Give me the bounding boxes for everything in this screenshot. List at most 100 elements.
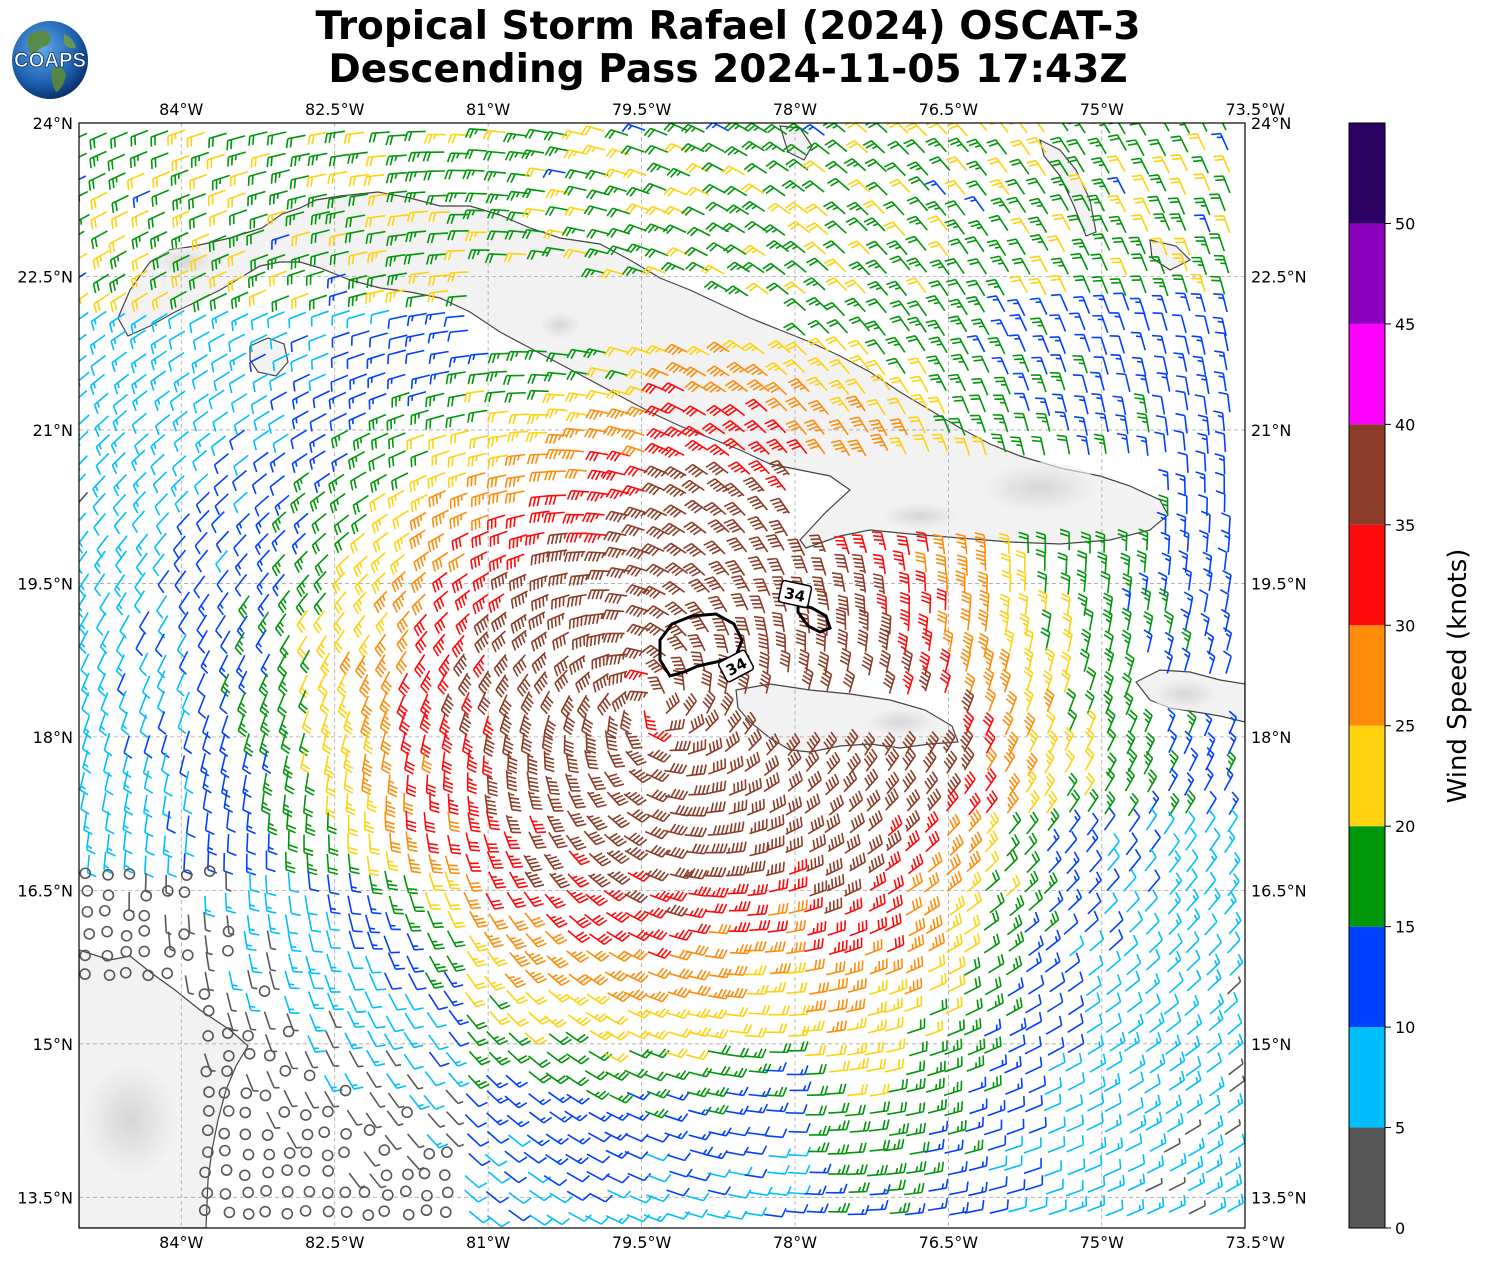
barb-shaft bbox=[953, 200, 966, 216]
wind-barb bbox=[564, 206, 588, 217]
barb-half-flag bbox=[1058, 183, 1065, 186]
barb-half-flag bbox=[832, 206, 839, 211]
barb-flag bbox=[388, 458, 391, 468]
barb-flag bbox=[845, 140, 855, 147]
wind-barb bbox=[803, 241, 826, 255]
barb-half-flag bbox=[1095, 144, 1102, 147]
barb-flag bbox=[563, 149, 570, 159]
barb-flag bbox=[386, 236, 390, 247]
wind-barb bbox=[986, 239, 1007, 257]
barb-flag bbox=[987, 157, 997, 162]
barb-flag bbox=[528, 168, 535, 178]
barb-flag bbox=[314, 214, 317, 225]
wind-barb bbox=[908, 176, 930, 191]
barb-flag bbox=[629, 244, 637, 254]
barb-half-flag bbox=[808, 126, 814, 131]
barb-shaft bbox=[346, 131, 365, 136]
barb-flag bbox=[1050, 176, 1061, 181]
wind-barb bbox=[306, 173, 327, 188]
barb-shaft bbox=[152, 251, 170, 262]
barb-flag bbox=[544, 146, 551, 156]
barb-flag bbox=[873, 538, 884, 542]
barb-flag bbox=[848, 179, 858, 186]
barb-shaft bbox=[687, 143, 705, 153]
wind-barb bbox=[744, 220, 768, 233]
barb-flag bbox=[542, 169, 549, 179]
barb-half-flag bbox=[1037, 204, 1043, 208]
barb-half-flag bbox=[878, 542, 885, 546]
wind-barb bbox=[801, 123, 825, 136]
wind-barbs bbox=[76, 120, 1245, 1228]
wind-barb bbox=[502, 132, 526, 143]
wind-barb bbox=[865, 240, 888, 256]
barb-half-flag bbox=[79, 298, 82, 305]
wind-barb bbox=[132, 190, 151, 208]
barb-flag bbox=[1151, 334, 1162, 338]
barb-half-flag bbox=[76, 400, 78, 405]
barb-half-flag bbox=[933, 326, 940, 329]
barb-shaft bbox=[267, 253, 286, 262]
barb-shaft bbox=[79, 152, 88, 158]
wind-barb bbox=[1170, 153, 1189, 172]
barb-flag bbox=[827, 223, 837, 230]
barb-flag bbox=[968, 163, 979, 169]
barb-flag bbox=[662, 224, 671, 233]
barb-flag bbox=[971, 377, 981, 381]
barb-flag bbox=[471, 538, 474, 549]
wind-barb bbox=[126, 172, 145, 191]
barb-flag bbox=[328, 399, 332, 410]
barb-half-flag bbox=[872, 222, 879, 227]
barb-flag bbox=[1028, 216, 1038, 220]
wind-barb bbox=[1147, 195, 1165, 214]
wind-barb bbox=[208, 132, 227, 148]
wind-barb bbox=[927, 215, 949, 231]
wind-barb bbox=[207, 189, 226, 206]
barb-flag bbox=[1026, 136, 1036, 141]
barb-flag bbox=[411, 152, 417, 162]
barb-flag bbox=[747, 124, 756, 132]
wind-barb bbox=[580, 125, 605, 136]
barb-half-flag bbox=[412, 192, 417, 199]
barb-shaft bbox=[832, 139, 848, 153]
wind-barb bbox=[1026, 159, 1047, 177]
barb-flag bbox=[848, 220, 858, 226]
barb-half-flag bbox=[573, 151, 578, 157]
barb-flag bbox=[1126, 139, 1136, 143]
barb-shaft bbox=[346, 229, 365, 235]
wind-barb bbox=[110, 131, 128, 149]
wind-barb bbox=[544, 146, 568, 157]
barb-flag bbox=[326, 278, 330, 289]
barb-shaft bbox=[730, 185, 748, 197]
barb-half-flag bbox=[154, 320, 157, 327]
wind-barb bbox=[1221, 123, 1227, 131]
barb-flag bbox=[430, 233, 435, 244]
barb-shaft bbox=[999, 197, 1011, 214]
barb-flag bbox=[603, 185, 611, 195]
barb-flag bbox=[767, 202, 776, 210]
barb-flag bbox=[1128, 120, 1137, 122]
wind-barb bbox=[425, 253, 448, 265]
barb-shaft bbox=[972, 196, 985, 212]
barb-flag bbox=[543, 131, 550, 141]
barb-shaft bbox=[487, 129, 506, 134]
barb-shaft bbox=[227, 135, 246, 142]
barb-flag bbox=[92, 283, 97, 294]
barb-flag bbox=[844, 123, 851, 127]
barb-flag bbox=[986, 139, 996, 144]
barb-flag bbox=[449, 434, 453, 445]
wind-barb bbox=[444, 192, 467, 203]
barb-flag bbox=[348, 176, 352, 187]
barb-flag bbox=[906, 141, 916, 148]
wind-barb bbox=[887, 140, 910, 155]
barb-shaft bbox=[731, 145, 748, 157]
barb-flag bbox=[1009, 158, 1019, 163]
barb-half-flag bbox=[1079, 399, 1085, 402]
wind-barb bbox=[404, 191, 426, 203]
barb-shaft bbox=[388, 134, 407, 137]
barb-shaft bbox=[687, 123, 705, 133]
barb-flag bbox=[788, 204, 798, 211]
barb-flag bbox=[950, 241, 961, 246]
barb-flag bbox=[809, 144, 819, 152]
wind-barb bbox=[269, 270, 287, 287]
barb-half-flag bbox=[295, 417, 298, 424]
